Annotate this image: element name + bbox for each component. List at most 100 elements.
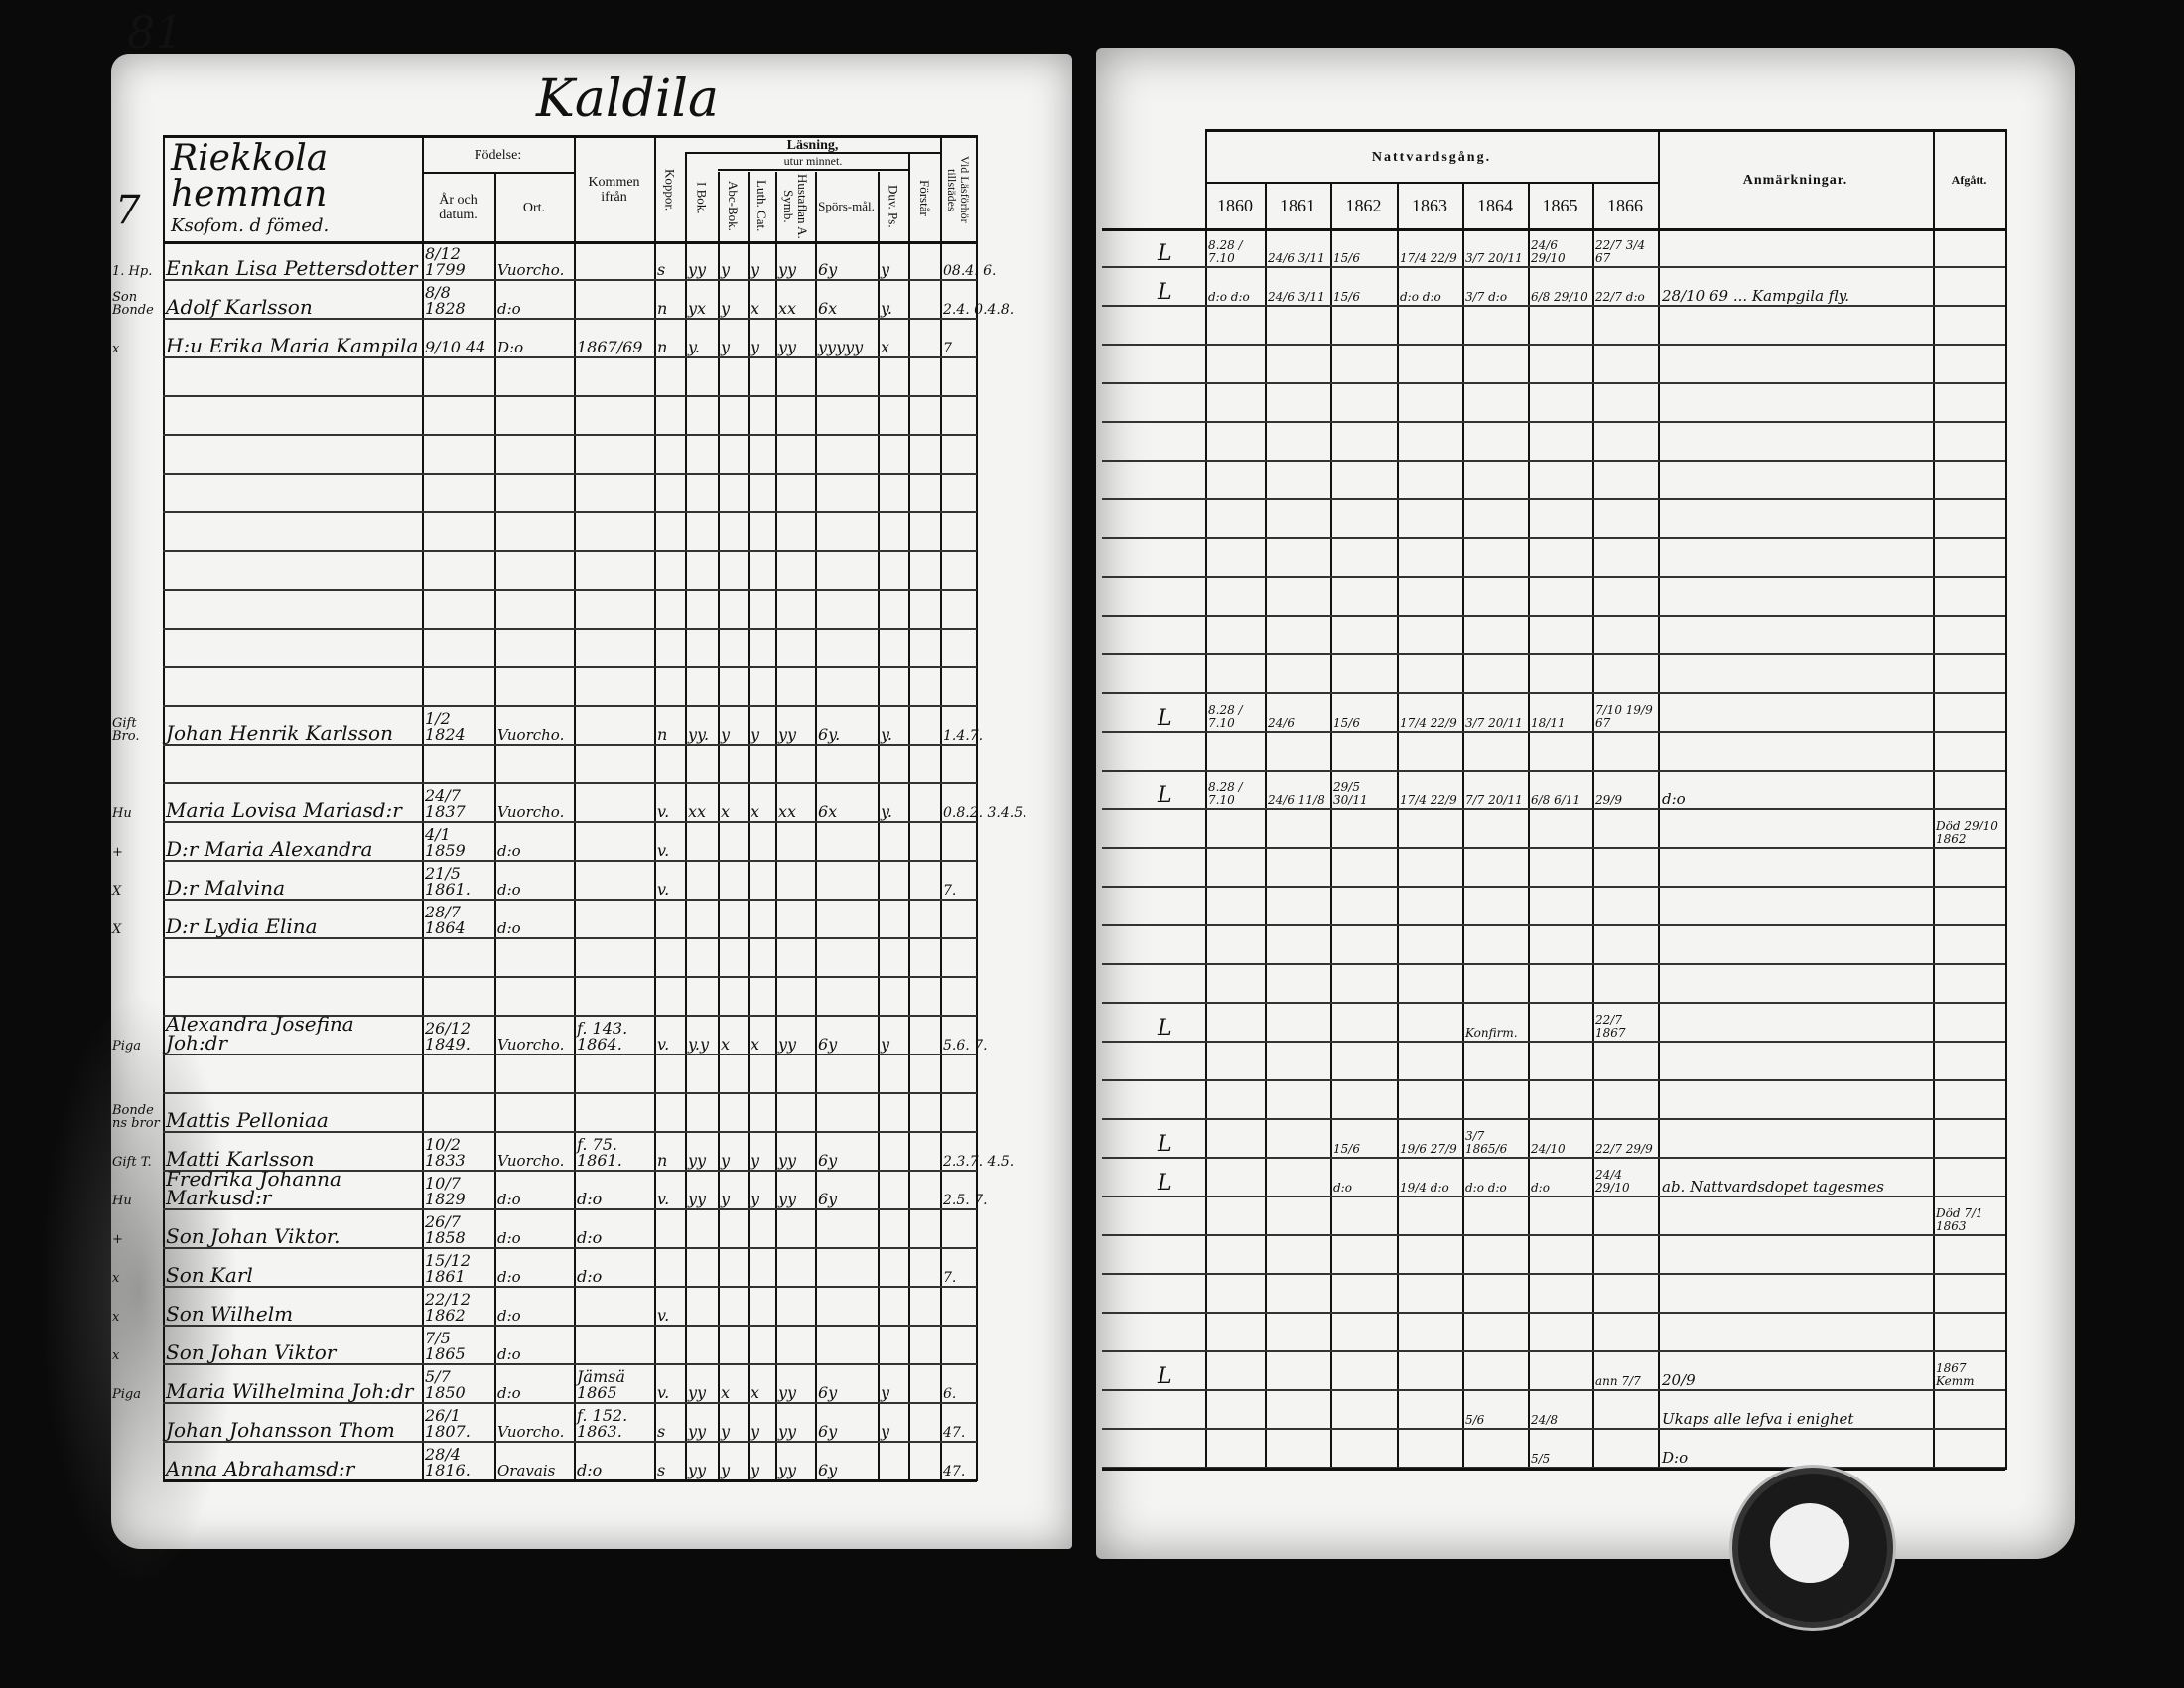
communion-date: 24/6 29/10 <box>1531 238 1566 265</box>
register-cell-birth <box>425 398 492 433</box>
communion-check-mark <box>1158 540 1197 575</box>
register-cell-ibok: yy <box>688 1151 707 1170</box>
register-cell-from <box>577 747 652 781</box>
register-cell-name <box>166 940 420 975</box>
communion-date <box>1465 1198 1526 1233</box>
communion-date: 3/7 1865/6 <box>1465 1129 1508 1156</box>
communion-date <box>1465 501 1526 536</box>
register-cell-place: Vuorcho. <box>497 261 565 279</box>
register-cell-kopp <box>657 1250 683 1285</box>
communion-date: 24/4 29/10 <box>1595 1168 1630 1195</box>
register-cell-from <box>577 592 652 627</box>
register-cell-ibok <box>688 669 716 704</box>
header-utur-minnet: utur minnet. <box>783 154 843 168</box>
register-cell-forstar <box>911 940 938 975</box>
communion-date <box>1400 1082 1460 1117</box>
register-cell-birth: 28/7 1864 <box>425 903 466 937</box>
communion-check-mark <box>1158 424 1197 459</box>
register-cell-birth <box>425 553 492 588</box>
row-rule <box>1102 615 2005 617</box>
header-afgatt: Afgått. <box>1951 173 1987 187</box>
communion-date <box>1333 579 1395 614</box>
communion-date <box>1595 1431 1656 1466</box>
year-header: 1865 <box>1542 196 1578 215</box>
communion-date <box>1333 308 1395 343</box>
register-cell-vid: 2.3.7. 4.5. <box>943 1154 1015 1170</box>
row-rule <box>1102 344 2005 346</box>
register-cell-place <box>497 747 572 781</box>
register-cell-place <box>497 1095 572 1130</box>
register-cell-vid: 47. <box>943 1464 966 1479</box>
remark <box>1662 1198 1930 1233</box>
register-cell-from <box>577 1289 652 1324</box>
row-rule <box>1102 305 2005 307</box>
register-cell-ibok <box>688 1328 716 1362</box>
communion-date <box>1465 734 1526 769</box>
communion-date <box>1595 501 1656 536</box>
register-cell-luth: y <box>751 338 760 356</box>
register-cell-duv: y. <box>881 725 892 744</box>
register-cell-ibok: yy <box>688 1190 707 1208</box>
register-cell-spors <box>818 902 876 936</box>
header-forstar: Förstår <box>917 179 932 216</box>
remark: d:o <box>1662 790 1686 808</box>
communion-date <box>1531 308 1590 343</box>
register-cell-kopp: s <box>657 1461 666 1479</box>
column-rule <box>1462 182 1464 1470</box>
register-cell-place <box>497 1056 572 1091</box>
register-cell-from <box>577 1056 652 1091</box>
communion-check-mark <box>1158 618 1197 652</box>
register-cell-place: D:o <box>497 339 524 356</box>
register-cell-from <box>577 708 652 743</box>
margin-note: x <box>112 1310 120 1325</box>
right-header-bottom-rule <box>1102 228 2005 231</box>
communion-date <box>1268 347 1328 381</box>
communion-date <box>1208 1392 1263 1427</box>
communion-date <box>1400 1315 1460 1349</box>
communion-date <box>1268 1237 1328 1272</box>
register-cell-spors <box>818 1328 876 1362</box>
register-cell-forstar <box>911 824 938 859</box>
communion-date: 3/7 d:o <box>1465 290 1508 304</box>
register-cell-from <box>577 669 652 704</box>
right-table-bottom-rule <box>1102 1468 2005 1471</box>
register-cell-spors: 6x <box>818 802 838 821</box>
communion-date <box>1208 1044 1263 1078</box>
column-rule <box>1205 129 1207 1470</box>
register-cell-luth <box>751 824 773 859</box>
communion-date: 15/6 <box>1333 290 1360 304</box>
remark: 28/10 69 ... Kampgila fly. <box>1662 287 1850 305</box>
register-cell-ibok: yy <box>688 1422 707 1441</box>
row-rule <box>163 1286 977 1288</box>
register-cell-forstar <box>911 631 938 665</box>
register-cell-kopp <box>657 747 683 781</box>
communion-date <box>1531 927 1590 962</box>
register-cell-luth <box>751 359 773 394</box>
margin-note: Piga <box>112 1039 141 1054</box>
register-cell-luth: x <box>751 1383 760 1402</box>
register-cell-hus <box>778 1056 813 1091</box>
register-cell-hus <box>778 514 813 549</box>
right-page <box>1096 48 2075 1559</box>
communion-date: 17/4 22/9 <box>1400 251 1457 265</box>
communion-date <box>1595 463 1656 497</box>
header-ar-och-datum: År och datum. <box>439 193 478 222</box>
header-bottom-rule <box>163 241 977 244</box>
register-cell-spors <box>818 359 876 394</box>
register-cell-from <box>577 631 652 665</box>
row-rule <box>1102 692 2005 694</box>
communion-date <box>1268 966 1328 1001</box>
register-cell-birth: 22/12 1862 <box>425 1290 472 1325</box>
margin-note: x <box>112 1271 120 1286</box>
communion-date <box>1333 1082 1395 1117</box>
register-cell-luth <box>751 1328 773 1362</box>
communion-check-mark: L <box>1158 1171 1172 1196</box>
communion-date <box>1268 1121 1328 1156</box>
communion-date <box>1333 850 1395 885</box>
communion-check-mark <box>1158 889 1197 923</box>
register-cell-kopp <box>657 902 683 936</box>
register-cell-duv <box>881 1250 906 1285</box>
register-cell-luth <box>751 631 773 665</box>
communion-date <box>1531 501 1590 536</box>
register-cell-forstar <box>911 1018 938 1053</box>
